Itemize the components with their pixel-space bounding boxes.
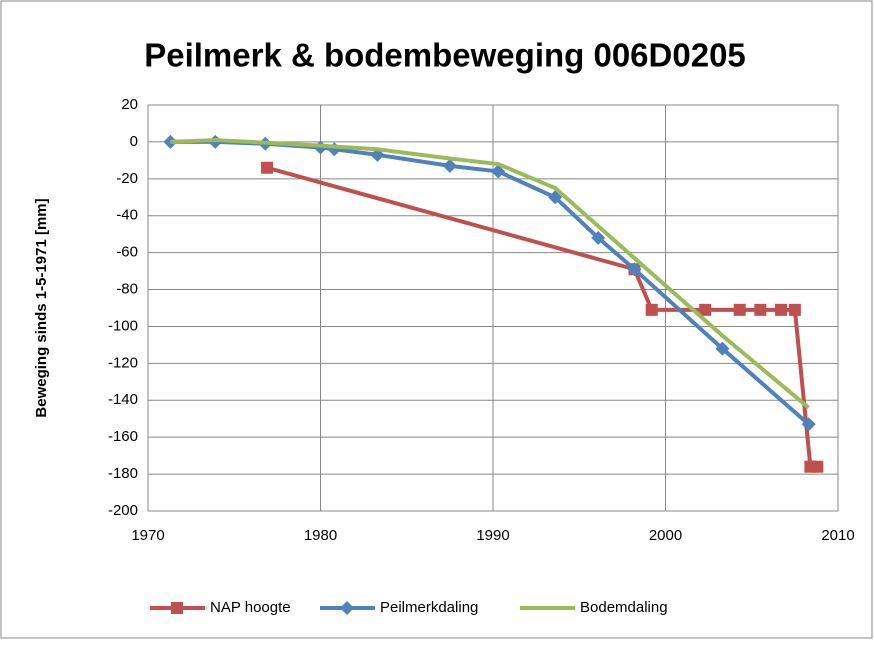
y-tick-label: -80 <box>116 281 138 298</box>
y-tick-label: -160 <box>108 428 138 445</box>
y-tick-label: -40 <box>116 207 138 224</box>
y-tick-label: -60 <box>116 244 138 261</box>
y-tick-label: -200 <box>108 502 138 519</box>
x-tick-label: 2010 <box>821 527 854 544</box>
y-tick-label: -140 <box>108 391 138 408</box>
y-tick-label: -100 <box>108 317 138 334</box>
marker <box>699 303 712 316</box>
marker <box>442 158 457 173</box>
marker <box>645 303 658 316</box>
marker <box>340 601 354 615</box>
marker <box>788 303 801 316</box>
marker <box>775 303 788 316</box>
chart-title: Peilmerk & bodembeweging 006D0205 <box>144 37 746 74</box>
y-tick-label: -20 <box>116 170 138 187</box>
x-tick-label: 2000 <box>649 527 682 544</box>
marker <box>591 230 606 245</box>
plot-border <box>147 104 839 512</box>
legend-label: Peilmerkdaling <box>380 599 478 616</box>
y-tick-label: 0 <box>130 133 138 150</box>
marker <box>811 460 824 473</box>
legend-label: NAP hoogte <box>210 599 291 616</box>
series-line <box>266 165 818 469</box>
x-tick-label: 1990 <box>476 527 509 544</box>
y-tick-label: -180 <box>108 465 138 482</box>
legend-label: Bodemdaling <box>580 599 668 616</box>
x-tick-label: 1980 <box>304 527 337 544</box>
marker <box>801 417 816 432</box>
y-tick-label: 20 <box>121 96 138 113</box>
marker <box>733 303 746 316</box>
marker <box>261 161 274 174</box>
marker <box>627 262 642 277</box>
marker <box>715 341 730 356</box>
marker <box>491 164 506 179</box>
series-line <box>170 138 810 410</box>
y-axis-label: Beweging sinds 1-5-1971 [mm] <box>33 198 50 417</box>
y-tick-label: -120 <box>108 354 138 371</box>
x-tick-label: 1970 <box>131 527 164 544</box>
marker <box>754 303 767 316</box>
marker <box>171 602 183 614</box>
